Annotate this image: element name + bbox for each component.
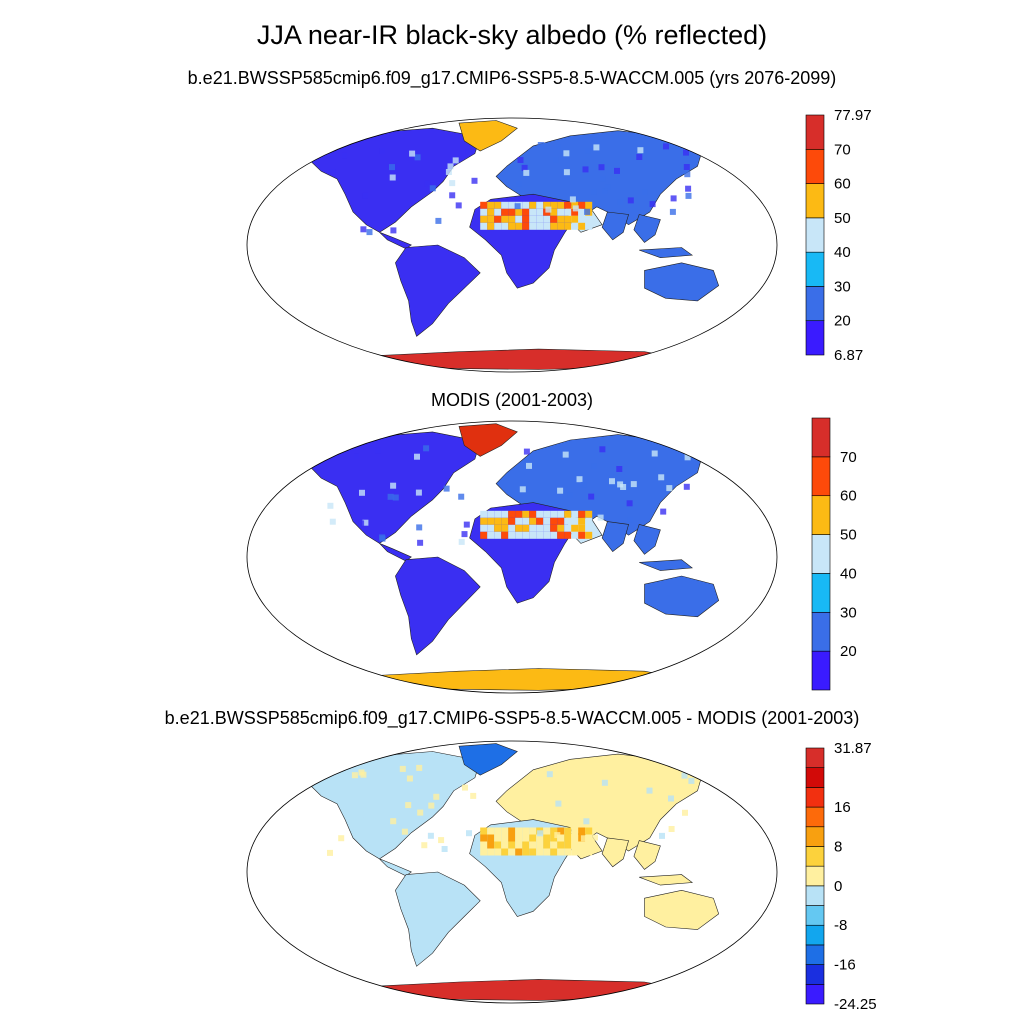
colorbar-tick-label: 40 bbox=[834, 244, 851, 261]
land-centralAmerica bbox=[379, 858, 412, 877]
colorbar-tick-label: -8 bbox=[834, 917, 847, 934]
land-southAmerica bbox=[395, 556, 481, 656]
colorbar-segment bbox=[805, 885, 825, 906]
colorbar-segment bbox=[811, 611, 831, 652]
colorbar-segment bbox=[811, 650, 831, 691]
land-india bbox=[601, 521, 629, 553]
colorbar-tick-label: 60 bbox=[840, 488, 857, 505]
panel-2-title: MODIS (2001-2003) bbox=[430, 390, 594, 410]
colorbar-segment bbox=[805, 747, 825, 768]
land-india bbox=[601, 837, 629, 868]
colorbar-tick-label: 30 bbox=[834, 278, 851, 295]
colorbar-tick-label: 70 bbox=[834, 141, 851, 158]
colorbar-tick-label: 8 bbox=[834, 839, 842, 856]
land-indonesia bbox=[639, 559, 693, 571]
map-land-layer bbox=[247, 118, 777, 372]
colorbar-tick-label: 20 bbox=[840, 643, 857, 660]
land-seAsia bbox=[633, 524, 661, 555]
land-australia bbox=[644, 889, 720, 930]
colorbar: 6.87 20 30 40 50 60 70 77.97 bbox=[805, 107, 872, 364]
map-frame bbox=[246, 420, 778, 694]
colorbar-segment bbox=[805, 787, 825, 808]
colorbar: 20 30 40 50 60 70 bbox=[811, 417, 857, 691]
colorbar-segment bbox=[805, 217, 825, 253]
land-greenland bbox=[458, 120, 518, 152]
land-indonesia bbox=[639, 874, 694, 886]
colorbar-segment bbox=[805, 865, 825, 887]
colorbar-tick-label: 6.87 bbox=[834, 347, 863, 364]
figure-title: JJA near-IR black-sky albedo (% reflecte… bbox=[256, 20, 768, 50]
colorbar-segment bbox=[805, 183, 825, 219]
colorbar-tick-label: 50 bbox=[834, 210, 851, 227]
colorbar-segment bbox=[805, 924, 825, 946]
colorbar-segment bbox=[811, 573, 831, 613]
panel-2-map-figure: 20 30 40 50 60 70 bbox=[246, 417, 857, 694]
land-southAmerica bbox=[395, 244, 481, 337]
land-greenland bbox=[458, 743, 518, 776]
colorbar-segment bbox=[805, 114, 825, 150]
colorbar-segment bbox=[811, 495, 831, 535]
colorbar-segment bbox=[805, 905, 825, 926]
land-greenland bbox=[458, 423, 518, 457]
colorbar-tick-label: 77.97 bbox=[834, 107, 872, 124]
colorbar-tick-label: 0 bbox=[834, 878, 842, 895]
panel-1-map-figure: 6.87 20 30 40 50 60 70 77.97 bbox=[246, 107, 872, 373]
colorbar: -24.25 -16 -8 0 8 16 31.87 bbox=[805, 740, 877, 1013]
colorbar-segment bbox=[805, 846, 825, 867]
land-australia bbox=[644, 262, 720, 302]
land-india bbox=[601, 211, 629, 241]
panel-3-title: b.e21.BWSSP585cmip6.f09_g17.CMIP6-SSP5-8… bbox=[164, 708, 860, 728]
land-centralAmerica bbox=[379, 543, 412, 562]
colorbar-segment bbox=[805, 944, 825, 965]
colorbar-tick-label: 30 bbox=[840, 604, 857, 621]
map-frame bbox=[246, 117, 778, 373]
colorbar-segment bbox=[805, 826, 825, 847]
map-frame bbox=[246, 740, 778, 1004]
colorbar-tick-label: 20 bbox=[834, 313, 851, 330]
colorbar-segment bbox=[805, 964, 825, 985]
land-seAsia bbox=[633, 214, 661, 243]
colorbar-segment bbox=[805, 286, 825, 322]
colorbar-tick-label: 40 bbox=[840, 565, 857, 582]
land-indonesia bbox=[639, 247, 694, 259]
colorbar-segment bbox=[811, 456, 831, 497]
colorbar-segment bbox=[805, 984, 825, 1005]
panel-3-map-figure: -24.25 -16 -8 0 8 16 31.87 bbox=[246, 740, 877, 1013]
land-seAsia bbox=[633, 840, 661, 870]
land-southAmerica bbox=[395, 871, 481, 967]
colorbar-tick-label: 60 bbox=[834, 176, 851, 193]
colorbar-segment bbox=[811, 417, 831, 458]
colorbar-segment bbox=[805, 251, 825, 287]
colorbar-tick-label: -24.25 bbox=[834, 996, 877, 1013]
land-centralAmerica bbox=[379, 232, 412, 250]
map-land-layer bbox=[247, 741, 777, 1003]
land-australia bbox=[644, 575, 720, 618]
colorbar-tick-label: 31.87 bbox=[834, 740, 872, 757]
colorbar-tick-label: 70 bbox=[840, 449, 857, 466]
colorbar-segment bbox=[811, 534, 831, 574]
colorbar-segment bbox=[805, 148, 825, 184]
colorbar-segment bbox=[805, 320, 825, 356]
colorbar-tick-label: -16 bbox=[834, 957, 856, 974]
colorbar-segment bbox=[805, 806, 825, 828]
colorbar-tick-label: 50 bbox=[840, 527, 857, 544]
colorbar-tick-label: 16 bbox=[834, 799, 851, 816]
panel-1-title: b.e21.BWSSP585cmip6.f09_g17.CMIP6-SSP5-8… bbox=[187, 68, 837, 88]
map-land-layer bbox=[247, 421, 777, 693]
colorbar-segment bbox=[805, 767, 825, 788]
